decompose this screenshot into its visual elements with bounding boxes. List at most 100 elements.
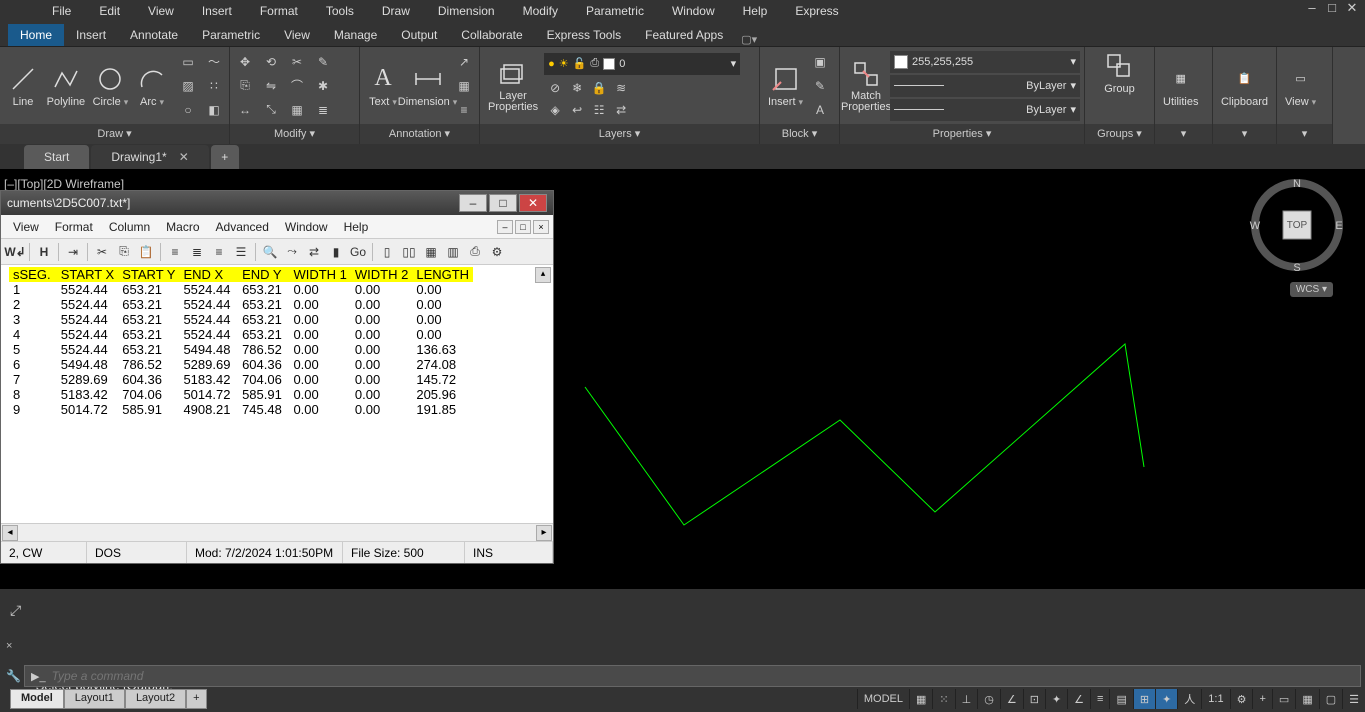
menu-edit[interactable]: Edit	[85, 1, 134, 21]
te-settings-icon[interactable]: ⚙	[487, 242, 507, 262]
doc-tab-add[interactable]: +	[211, 145, 239, 169]
modify-mirror-icon[interactable]: ⇋	[260, 75, 282, 97]
menu-insert[interactable]: Insert	[188, 1, 246, 21]
draw-hatch-icon[interactable]: ▨	[177, 75, 199, 97]
status-scale[interactable]: 1:1	[1201, 689, 1229, 709]
te-justify-icon[interactable]: ☰	[231, 242, 251, 262]
te-col3-icon[interactable]: ▦	[421, 242, 441, 262]
panel-title-clipboard[interactable]: ▾	[1213, 124, 1276, 144]
te-align-center-icon[interactable]: ≣	[187, 242, 207, 262]
status-sc-icon[interactable]: ⊞	[1133, 689, 1155, 709]
te-find-icon[interactable]: 🔍	[260, 242, 280, 262]
te-scroll-left-icon[interactable]: ◂	[2, 525, 18, 541]
menu-file[interactable]: File	[38, 1, 85, 21]
tool-line[interactable]: Line	[4, 62, 42, 110]
panel-title-properties[interactable]: Properties ▾	[840, 124, 1084, 144]
window-restore-icon[interactable]: □	[1323, 2, 1341, 16]
status-grid-icon[interactable]: ▦	[909, 689, 932, 709]
te-print-icon[interactable]: ⎙	[465, 242, 485, 262]
modify-rotate-icon[interactable]: ⟲	[260, 51, 282, 73]
modify-erase-icon[interactable]: ✎	[312, 51, 334, 73]
layer-selector[interactable]: ● ☀ 🔓 ⎙ 0 ▾	[544, 53, 740, 75]
panel-title-view[interactable]: ▾	[1277, 124, 1332, 144]
te-maximize-icon[interactable]: □	[489, 194, 517, 212]
te-scroll-right-icon[interactable]: ▸	[536, 525, 552, 541]
tool-polyline[interactable]: Polyline	[44, 62, 88, 110]
status-lwt-icon[interactable]: ≡	[1090, 689, 1109, 709]
tool-view[interactable]: ▭View	[1281, 62, 1320, 110]
status-ortho-icon[interactable]: ⊥	[955, 689, 978, 709]
command-line[interactable]: ▶_	[24, 665, 1361, 687]
te-close-icon[interactable]: ✕	[519, 194, 547, 212]
te-menu-window[interactable]: Window	[277, 218, 336, 236]
doc-tab-drawing1[interactable]: Drawing1*✕	[91, 145, 208, 169]
te-heading-icon[interactable]: H	[34, 242, 54, 262]
tool-insert-block[interactable]: Insert	[764, 62, 807, 110]
ribbon-tab-overflow[interactable]: ▢▾	[741, 33, 757, 46]
panel-title-modify[interactable]: Modify ▾	[230, 124, 359, 144]
ribbon-tab-annotate[interactable]: Annotate	[118, 24, 190, 46]
status-3dosnap-icon[interactable]: ✦	[1045, 689, 1067, 709]
te-indent-icon[interactable]: ⇥	[63, 242, 83, 262]
tool-text[interactable]: AText	[364, 62, 402, 110]
draw-spline-icon[interactable]: ～	[203, 51, 225, 73]
viewport-label[interactable]: [–][Top][2D Wireframe]	[4, 177, 124, 191]
panel-title-groups[interactable]: Groups ▾	[1085, 124, 1154, 144]
layer-lock-btn-icon[interactable]: 🔒	[588, 77, 610, 99]
tool-utilities[interactable]: ▦Utilities	[1159, 62, 1202, 110]
modify-array-icon[interactable]: ▦	[286, 99, 308, 121]
status-clean-icon[interactable]: ▢	[1319, 689, 1342, 709]
modify-fillet-icon[interactable]: ⌒	[286, 75, 308, 97]
te-col2-icon[interactable]: ▯▯	[399, 242, 419, 262]
status-model[interactable]: MODEL	[857, 689, 909, 709]
te-col1-icon[interactable]: ▯	[377, 242, 397, 262]
te-align-left-icon[interactable]: ≡	[165, 242, 185, 262]
command-input[interactable]	[52, 669, 1354, 683]
status-polar-icon[interactable]: ◷	[977, 689, 1000, 709]
status-snap-icon[interactable]: ⁙	[932, 689, 954, 709]
modify-move-icon[interactable]: ✥	[234, 51, 256, 73]
te-replace-icon[interactable]: ⇄	[304, 242, 324, 262]
status-iso2-icon[interactable]: ▭	[1272, 689, 1295, 709]
layer-state-icon[interactable]: ☷	[588, 99, 610, 121]
te-scroll-up-icon[interactable]: ▴	[535, 267, 551, 283]
layer-change-icon[interactable]: ⇄	[610, 99, 632, 121]
te-col4-icon[interactable]: ▥	[443, 242, 463, 262]
ribbon-tab-output[interactable]: Output	[389, 24, 449, 46]
menu-tools[interactable]: Tools	[312, 1, 368, 21]
modify-explode-icon[interactable]: ✱	[312, 75, 334, 97]
ribbon-tab-collaborate[interactable]: Collaborate	[449, 24, 534, 46]
layout-tab-model[interactable]: Model	[10, 689, 64, 709]
menu-format[interactable]: Format	[246, 1, 312, 21]
ribbon-tab-manage[interactable]: Manage	[322, 24, 389, 46]
layout-tab-add[interactable]: +	[186, 689, 206, 709]
anno-mtext-icon[interactable]: ≡	[453, 99, 475, 121]
menu-view[interactable]: View	[134, 1, 188, 21]
anno-table-icon[interactable]: ▦	[453, 75, 475, 97]
text-editor-body[interactable]: sSEG.START XSTART YEND XEND YWIDTH 1WIDT…	[1, 265, 553, 523]
viewcube[interactable]: TOP N S E W WCS ▾	[1247, 175, 1347, 275]
te-menu-help[interactable]: Help	[336, 218, 377, 236]
modify-scale-icon[interactable]: ⤡	[260, 99, 282, 121]
status-qp-icon[interactable]: 人	[1177, 689, 1201, 709]
te-copy-icon[interactable]: ⎘	[114, 242, 134, 262]
layer-prev-icon[interactable]: ↩	[566, 99, 588, 121]
te-menu-macro[interactable]: Macro	[158, 218, 207, 236]
block-edit-icon[interactable]: ✎	[809, 75, 831, 97]
menu-help[interactable]: Help	[729, 1, 782, 21]
te-menu-view[interactable]: View	[5, 218, 47, 236]
status-osnap-icon[interactable]: ⊡	[1023, 689, 1045, 709]
te-menu-column[interactable]: Column	[101, 218, 158, 236]
te-wrap-icon[interactable]: W↲	[5, 242, 25, 262]
panel-title-utilities[interactable]: ▾	[1155, 124, 1212, 144]
te-paste-icon[interactable]: 📋	[136, 242, 156, 262]
text-editor-titlebar[interactable]: cuments\2D5C007.txt*] – □ ✕	[1, 191, 553, 215]
menu-draw[interactable]: Draw	[368, 1, 424, 21]
layout-tab-layout1[interactable]: Layout1	[64, 689, 125, 709]
status-hw-icon[interactable]: ▦	[1295, 689, 1318, 709]
te-bookmark-icon[interactable]: ▮	[326, 242, 346, 262]
draw-ellipse-icon[interactable]: ○	[177, 99, 199, 121]
tool-arc[interactable]: Arc	[133, 62, 171, 110]
te-menu-format[interactable]: Format	[47, 218, 101, 236]
draw-point-icon[interactable]: ∷	[203, 75, 225, 97]
